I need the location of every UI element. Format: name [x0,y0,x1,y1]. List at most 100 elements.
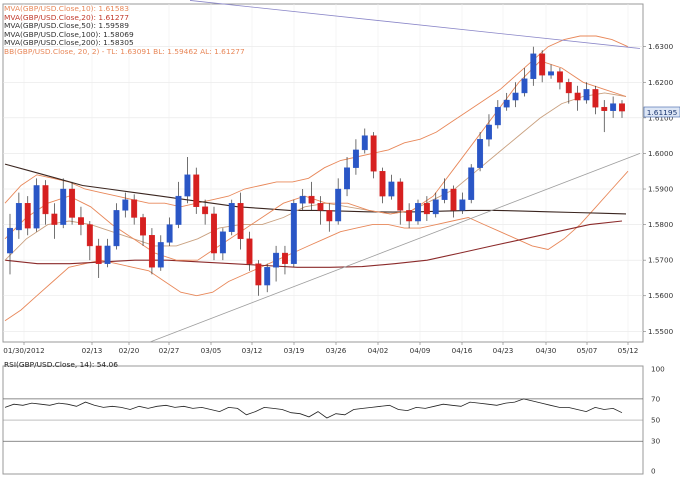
legend-entry: MVA(GBP/USD.Close,20): 1.61277 [4,12,129,22]
candle-down [379,171,386,197]
resistance-trendline [189,0,641,49]
candlesticks [7,46,625,296]
candle-up [122,199,129,211]
price-pane: 1.5500 1.5600 1.5700 1.5800 1.5900 1.6000 1.61… [2,0,674,355]
date-tick-label: 04/09 [410,346,431,355]
price-axis: 1.5500 1.5600 1.5700 1.5800 1.5900 1.6000 1.61… [3,42,674,336]
candle-up [512,92,519,101]
date-tick-label: 05/12 [618,346,639,355]
last-price-marker: 1.61195 [643,106,680,118]
date-tick-label: 05/07 [577,346,598,355]
candle-down [592,89,599,108]
rsi-tick-label: 100 [651,365,665,374]
date-tick-label: 04/16 [452,346,473,355]
price-tick-label: 1.5800 [648,220,674,229]
candle-up [184,174,191,197]
rsi-axis: 100 70 50 30 0 [3,365,665,476]
candle-up [290,203,297,264]
candle-down [148,235,155,268]
candle-up [441,188,448,200]
candle-down [131,199,138,218]
legend-entry: MVA(GBP/USD.Close,10): 1.61583 [4,4,129,13]
candle-down [619,103,625,112]
date-tick-label: 03/12 [242,346,263,355]
candle-up [361,135,368,151]
candle-up [530,53,537,79]
rsi-tick-label: 50 [651,416,661,425]
date-tick-label: 01/30/2012 [3,346,44,355]
date-tick-label: 04/23 [493,346,514,355]
price-tick-label: 1.5500 [648,327,674,336]
date-tick-label: 02/27 [159,346,180,355]
price-tick-label: 1.5700 [648,256,674,265]
rsi-pane: 100 70 50 30 0 [2,365,665,476]
trendlines [149,0,641,343]
candle-down [450,188,457,211]
candle-up [352,149,359,168]
candle-up [60,188,67,225]
candle-down [193,174,200,207]
candle-down [539,53,546,76]
candle-down [255,263,262,286]
candle-up [432,199,439,215]
candle-down [556,71,563,83]
rsi-tick-label: 0 [651,467,656,476]
candle-up [228,203,235,232]
candle-down [308,195,315,204]
candle-down [42,185,49,215]
last-price-label: 1.61195 [647,108,678,117]
price-tick-label: 1.5600 [648,291,674,300]
candle-up [299,195,306,204]
candle-down [397,181,404,211]
candle-down [24,203,31,229]
legend-entry: MVA(GBP/USD.Close,200): 1.58305 [4,38,134,48]
candle-down [282,252,288,264]
price-tick-label: 1.6000 [648,149,674,158]
date-tick-label: 03/19 [284,346,305,355]
candle-up [104,245,111,264]
candle-down [51,213,58,225]
candle-down [237,203,244,240]
candle-up [468,167,475,200]
indicator-legend: MVA(GBP/USD.Close,10): 1.61583 MVA(GBP/US… [4,4,245,57]
rsi-line [4,398,623,419]
rsi-series [4,398,623,419]
candle-down [211,213,217,254]
date-axis: 01/30/2012 02/13 02/20 02/27 03/05 03/12 03/19… [3,4,638,355]
legend-entry: BB(GBP/USD.Close, 20, 2) - TL: 1.63091 B… [4,46,245,56]
candle-up [548,71,554,76]
candle-down [565,82,572,94]
candle-up [521,78,528,94]
candle-down [140,217,146,236]
candle-down [86,224,93,247]
candle-down [95,245,102,264]
candle-up [166,224,173,243]
candle-down [246,238,253,264]
mva-50 [4,163,627,215]
candle-up [157,242,164,268]
support-trendline [149,153,641,343]
candle-down [202,206,209,215]
candle-up [494,106,501,126]
candle-down [317,203,324,211]
candle-up [486,124,492,140]
candle-up [583,89,590,101]
candle-up [459,199,466,211]
date-tick-label: 02/20 [119,346,140,355]
candle-up [33,185,40,229]
candle-up [113,210,120,247]
candle-up [335,188,342,222]
candle-up [273,252,280,268]
rsi-label: RSI(GBP/USD.Close, 14): 54.06 [4,360,118,369]
price-tick-label: 1.6300 [648,42,674,51]
candle-down [601,106,608,111]
date-tick-label: 02/13 [82,346,103,355]
candle-down [574,92,581,101]
rsi-tick-label: 30 [651,437,661,446]
candle-up [610,103,617,111]
candle-down [370,135,377,172]
rsi-tick-label: 70 [651,394,661,403]
price-tick-label: 1.6200 [648,78,674,87]
price-tick-label: 1.5900 [648,185,674,194]
